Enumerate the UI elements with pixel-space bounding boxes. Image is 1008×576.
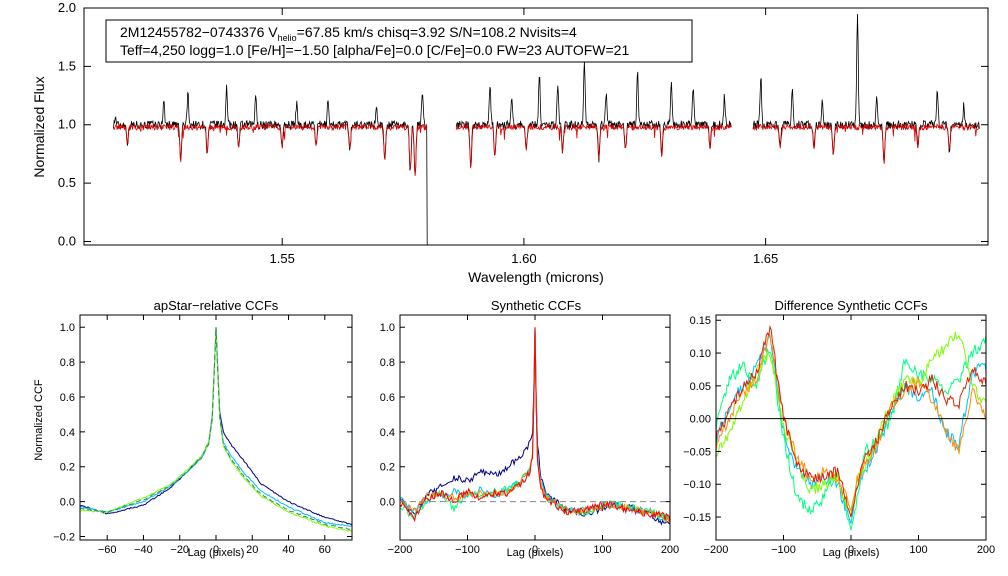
apstar-ccf-x-tick-label: −60 — [98, 544, 117, 556]
synthetic-ccf-y-tick-label: 0.6 — [380, 392, 395, 404]
spectrum-curves — [113, 13, 980, 246]
difference-ccf-x-tick-label: −100 — [771, 544, 796, 556]
spectrum-ticks: 1.55 1.60 1.65 0.0 0.5 1.0 1.5 2.0 — [58, 0, 988, 266]
spectrum-x-label: Wavelength (microns) — [468, 269, 604, 285]
difference-ccf-axes-frame — [715, 314, 987, 541]
synthetic-ccf-x-tick-label: 200 — [661, 544, 679, 556]
spectrum-y-tick-label: 2.0 — [58, 0, 76, 15]
synthetic-ccf-x-tick-label: 0 — [532, 544, 538, 556]
header-line-1: 2M12455782−0743376 Vhelio=67.85 km/s chi… — [120, 24, 577, 43]
spectrum-y-tick-label: 1.0 — [58, 117, 76, 132]
difference-ccf-y-tick-label: 0.05 — [690, 381, 711, 393]
apstar-ccf-series-1-line — [79, 327, 353, 525]
difference-ccf-x-tick-label: 100 — [909, 544, 927, 556]
synthetic-ccf-title: Synthetic CCFs — [491, 298, 582, 313]
apstar-ccf-y-tick-label: 0.0 — [60, 497, 75, 509]
model-spectrum-line — [113, 122, 980, 177]
synthetic-ccf-y-tick-label: 0.8 — [380, 357, 395, 369]
apstar-ccf-series-4-line — [79, 327, 353, 531]
difference-ccf-series-3-line — [715, 331, 987, 518]
synthetic-ccf-x-tick-label: −100 — [455, 544, 480, 556]
header-line-2: Teff=4,250 logg=1.0 [Fe/H]=−1.50 [alpha/… — [120, 42, 629, 58]
apstar-ccf-series-3-line — [79, 327, 353, 532]
difference-ccf-panel: Difference Synthetic CCFs −200 −100 0 100 20… — [683, 298, 995, 559]
difference-ccf-series-4-line — [715, 332, 987, 513]
apstar-ccf-series-2-line — [79, 327, 353, 527]
synthetic-ccf-ticks: −200 −100 0 100 200 0.0 0.2 0.4 0.6 0.8 1.0 — [380, 315, 679, 556]
apstar-ccf-panel: apStar−relative CCFs −60 −40 −20 0 20 40 60 −0.… — [33, 298, 353, 559]
apstar-ccf-x-tick-label: 0 — [213, 544, 219, 556]
apstar-ccf-title: apStar−relative CCFs — [154, 298, 279, 313]
synthetic-ccf-y-tick-label: 0.4 — [380, 427, 395, 439]
difference-ccf-ticks: −200 −100 0 100 200 −0.15 −0.10 −0.05 0.00 0.05 0.… — [683, 315, 995, 556]
synthetic-ccf-x-label: Lag (pixels) — [507, 547, 564, 559]
apstar-ccf-curves — [79, 327, 353, 532]
synthetic-ccf-y-tick-label: 0.2 — [380, 462, 395, 474]
apstar-ccf-x-tick-label: 60 — [319, 544, 331, 556]
synthetic-ccf-y-tick-label: 1.0 — [380, 322, 395, 334]
header-line-1-subscript: helio — [278, 33, 297, 43]
spectrum-x-tick-label: 1.65 — [753, 251, 778, 266]
difference-ccf-y-tick-label: 0.00 — [690, 414, 711, 426]
difference-ccf-title: Difference Synthetic CCFs — [775, 298, 928, 313]
apstar-ccf-y-tick-label: −0.2 — [53, 532, 75, 544]
spectrum-axes-frame — [83, 7, 989, 246]
difference-ccf-y-tick-label: −0.15 — [683, 512, 711, 524]
synthetic-ccf-series-5-line — [399, 327, 671, 523]
apstar-ccf-y-tick-label: 0.4 — [60, 427, 75, 439]
header-box — [105, 19, 693, 63]
apstar-ccf-y-label: Normalized CCF — [33, 379, 45, 461]
spectrum-x-tick-label: 1.55 — [270, 251, 295, 266]
spectrum-y-tick-label: 0.0 — [58, 233, 76, 248]
synthetic-ccf-curves — [399, 327, 671, 526]
difference-ccf-series-1-line — [715, 335, 987, 524]
spectrum-y-tick-label: 0.5 — [58, 175, 76, 190]
spectrum-panel: 1.55 1.60 1.65 0.0 0.5 1.0 1.5 2.0 2M12455782−0… — [31, 0, 989, 285]
apstar-ccf-y-tick-label: 1.0 — [60, 322, 75, 334]
difference-ccf-x-label: Lag (pixels) — [823, 547, 880, 559]
synthetic-ccf-panel: Synthetic CCFs −200 −100 0 100 200 0.0 0.2 0.4 0… — [380, 298, 679, 559]
apstar-ccf-ticks: −60 −40 −20 0 20 40 60 −0.2 0.0 0.2 0.4 0.6 0.8 1.0 — [53, 315, 352, 556]
difference-ccf-y-tick-label: 0.10 — [690, 348, 711, 360]
apstar-ccf-x-tick-label: 20 — [246, 544, 258, 556]
spectrum-y-tick-label: 1.5 — [58, 58, 76, 73]
apstar-ccf-axes-frame — [79, 314, 353, 541]
difference-ccf-x-tick-label: 0 — [848, 544, 854, 556]
synthetic-ccf-y-tick-label: 0.0 — [380, 497, 395, 509]
spectrum-x-tick-label: 1.60 — [511, 251, 536, 266]
synthetic-ccf-x-tick-label: 100 — [593, 544, 611, 556]
apstar-ccf-x-label: Lag (pixels) — [188, 547, 245, 559]
apstar-ccf-y-tick-label: 0.8 — [60, 357, 75, 369]
difference-ccf-x-tick-label: 200 — [977, 544, 995, 556]
apstar-ccf-x-tick-label: 40 — [282, 544, 294, 556]
spectrum-y-label: Normalized Flux — [31, 76, 47, 177]
apstar-ccf-x-tick-label: −20 — [170, 544, 189, 556]
apstar-ccf-y-tick-label: 0.2 — [60, 462, 75, 474]
difference-ccf-curves — [715, 324, 987, 531]
apstar-ccf-x-tick-label: −40 — [134, 544, 153, 556]
difference-ccf-y-tick-label: −0.05 — [683, 446, 711, 458]
difference-ccf-y-tick-label: 0.15 — [690, 315, 711, 327]
difference-ccf-x-tick-label: −200 — [704, 544, 729, 556]
synthetic-ccf-x-tick-label: −200 — [388, 544, 413, 556]
apstar-ccf-y-tick-label: 0.6 — [60, 392, 75, 404]
difference-ccf-y-tick-label: −0.10 — [683, 479, 711, 491]
difference-ccf-series-5-line — [715, 324, 987, 518]
header-line-1-suffix: =67.85 km/s chisq=3.92 S/N=108.2 Nvisits… — [297, 24, 577, 40]
header-line-1-prefix: 2M12455782−0743376 V — [120, 24, 278, 40]
